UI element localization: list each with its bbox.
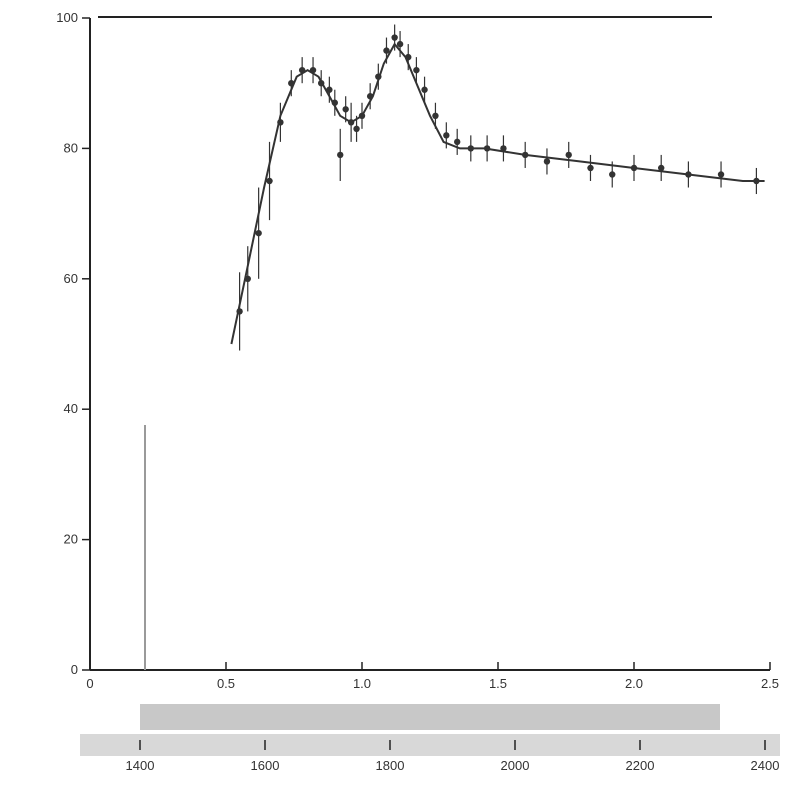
data-point xyxy=(391,34,398,41)
data-points-layer xyxy=(236,24,760,351)
x-tick-label-bottom: 1800 xyxy=(376,758,405,773)
data-point xyxy=(413,66,420,74)
x-tick-label-top: 2.5 xyxy=(761,676,779,691)
x-tick-label-top: 0 xyxy=(86,676,93,691)
x-tick-label-top: 0.5 xyxy=(217,676,235,691)
data-point xyxy=(331,99,338,106)
data-point xyxy=(685,171,692,178)
data-point xyxy=(467,145,474,152)
data-point xyxy=(366,93,374,100)
data-point xyxy=(337,151,344,159)
data-point xyxy=(347,119,355,126)
data-point xyxy=(753,177,760,185)
data-point xyxy=(353,125,360,133)
plot-axes xyxy=(80,16,780,756)
y-tick-label: 60 xyxy=(64,271,78,286)
data-point xyxy=(454,138,461,146)
bottom-scale-band xyxy=(80,734,780,756)
x-tick-label-top: 1.0 xyxy=(353,676,371,691)
data-point xyxy=(309,66,317,74)
data-point xyxy=(565,151,572,159)
data-point xyxy=(483,145,491,152)
data-point xyxy=(318,80,325,87)
data-point xyxy=(375,73,382,80)
data-point xyxy=(288,80,295,87)
x-tick-label-top: 1.5 xyxy=(489,676,507,691)
y-tick-label: 100 xyxy=(56,10,78,25)
data-point xyxy=(500,145,507,152)
data-point xyxy=(255,229,262,237)
data-point xyxy=(326,86,333,93)
data-point xyxy=(543,158,551,165)
data-point xyxy=(277,119,284,126)
data-point xyxy=(522,151,529,159)
x-tick-label-bottom: 1600 xyxy=(251,758,280,773)
data-point xyxy=(298,66,306,74)
fit-curve-layer xyxy=(230,42,765,345)
data-point xyxy=(443,132,450,139)
data-point xyxy=(342,106,349,113)
data-point xyxy=(421,86,428,93)
data-point xyxy=(405,53,412,61)
y-tick-label: 80 xyxy=(64,140,78,155)
data-point xyxy=(630,164,638,172)
x-tick-label-bottom: 2000 xyxy=(501,758,530,773)
data-point xyxy=(266,177,273,185)
y-tick-label: 40 xyxy=(64,401,78,416)
data-point xyxy=(609,171,616,178)
data-point xyxy=(244,275,251,282)
x-tick-label-bottom: 1400 xyxy=(126,758,155,773)
x-tick-label-bottom: 2400 xyxy=(751,758,780,773)
y-tick-label: 20 xyxy=(64,532,78,547)
data-point xyxy=(358,112,366,120)
data-point xyxy=(432,112,439,120)
data-point xyxy=(587,164,594,172)
axis-ticks: 0 0.5 1.0 1.5 2.0 2.5 1400 1600 1800 2000 2200 2400… xyxy=(56,10,779,773)
data-point xyxy=(236,308,243,315)
top-scale-band xyxy=(140,704,720,730)
data-point xyxy=(658,164,665,172)
data-point xyxy=(717,171,725,178)
data-point xyxy=(396,40,404,48)
fit-curve xyxy=(230,42,765,345)
data-point xyxy=(383,47,390,54)
x-tick-label-bottom: 2200 xyxy=(626,758,655,773)
x-tick-label-top: 2.0 xyxy=(625,676,643,691)
y-tick-label: 0 xyxy=(71,662,78,677)
